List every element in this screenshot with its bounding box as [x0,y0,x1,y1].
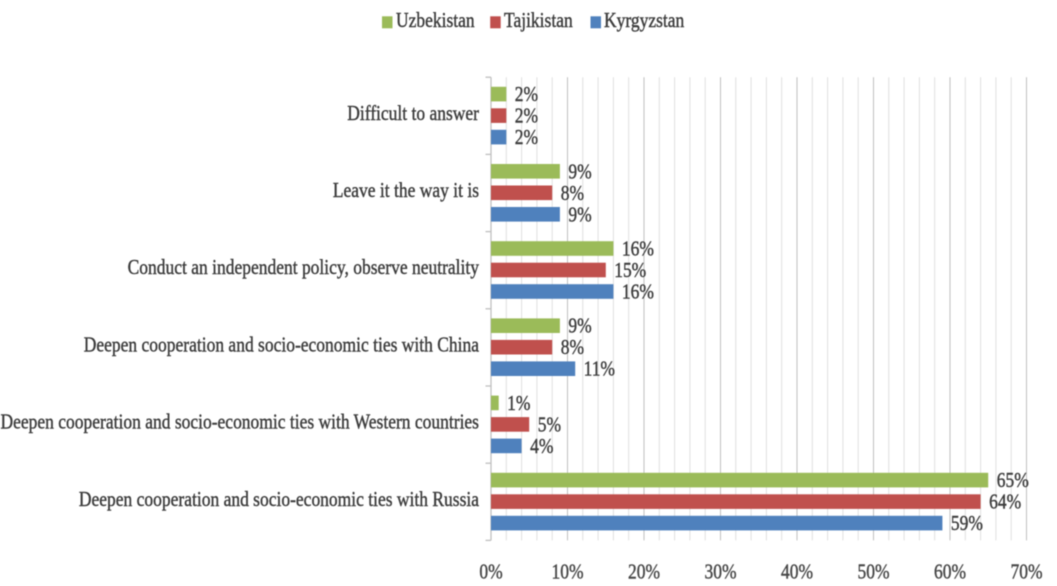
svg-text:Tajikistan: Tajikistan [504,10,573,33]
svg-text:30%: 30% [704,561,736,584]
svg-text:9%: 9% [568,204,591,227]
svg-text:10%: 10% [551,561,583,584]
svg-text:50%: 50% [857,561,889,584]
svg-text:1%: 1% [507,393,530,416]
svg-text:60%: 60% [934,561,966,584]
svg-text:Deepen cooperation and socio-e: Deepen cooperation and socio-economic ti… [84,334,480,357]
svg-text:65%: 65% [997,470,1029,493]
svg-text:9%: 9% [568,161,591,184]
svg-text:Leave it the way it is: Leave it the way it is [333,180,479,203]
svg-text:64%: 64% [989,491,1021,514]
svg-text:16%: 16% [622,281,654,304]
svg-text:59%: 59% [951,513,983,536]
svg-text:8%: 8% [561,337,584,360]
svg-text:5%: 5% [538,414,561,437]
svg-text:4%: 4% [530,436,553,459]
svg-text:40%: 40% [781,561,813,584]
svg-text:16%: 16% [622,238,654,261]
svg-text:Conduct an independent policy,: Conduct an independent policy, observe n… [128,257,480,280]
svg-text:Kyrgyzstan: Kyrgyzstan [604,10,685,33]
svg-text:Uzbekistan: Uzbekistan [396,10,475,33]
svg-text:70%: 70% [1010,561,1042,584]
svg-text:2%: 2% [515,127,538,150]
svg-text:15%: 15% [614,260,646,283]
svg-text:2%: 2% [515,84,538,107]
svg-text:9%: 9% [568,315,591,338]
svg-text:Deepen cooperation and socio-e: Deepen cooperation and socio-economic ti… [1,411,479,434]
svg-text:20%: 20% [628,561,660,584]
svg-text:Difficult to answer: Difficult to answer [347,102,479,125]
svg-text:8%: 8% [561,182,584,205]
svg-text:11%: 11% [584,358,615,381]
svg-text:Deepen cooperation and socio-e: Deepen cooperation and socio-economic ti… [79,488,479,511]
svg-text:2%: 2% [515,105,538,128]
svg-text:0%: 0% [479,561,502,584]
